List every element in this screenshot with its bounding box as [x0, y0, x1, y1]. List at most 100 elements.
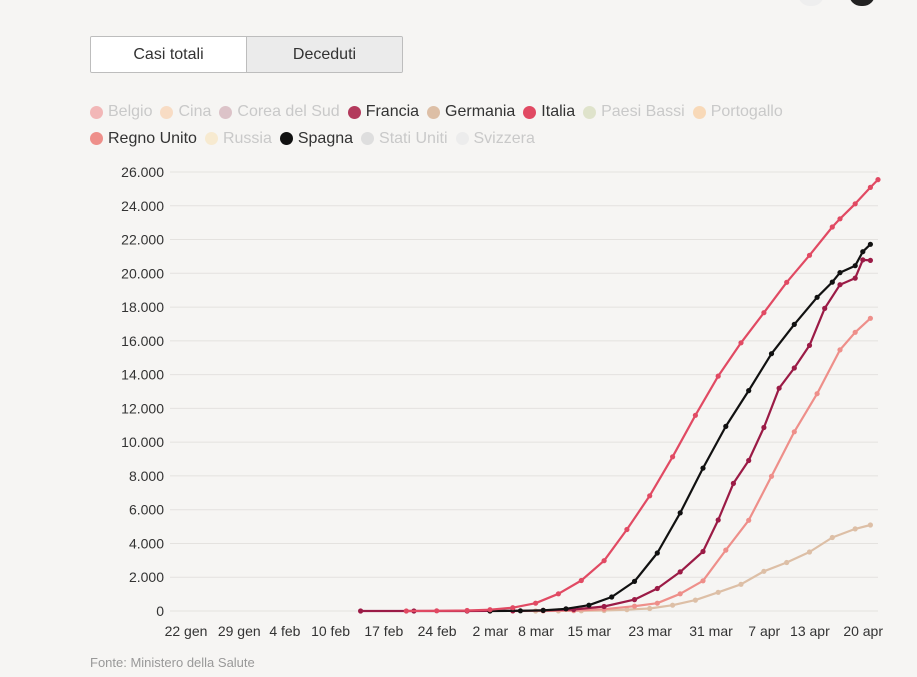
- data-point[interactable]: [829, 279, 835, 285]
- data-point[interactable]: [517, 608, 524, 614]
- data-point[interactable]: [852, 201, 858, 207]
- data-point[interactable]: [563, 606, 569, 612]
- data-point[interactable]: [647, 493, 653, 499]
- data-point[interactable]: [654, 550, 660, 556]
- data-point[interactable]: [403, 608, 409, 614]
- data-point[interactable]: [746, 457, 752, 464]
- legend-item-francia[interactable]: Francia: [347, 100, 419, 124]
- data-point[interactable]: [852, 263, 858, 269]
- tab-casi-totali[interactable]: Casi totali: [91, 37, 246, 72]
- data-point[interactable]: [791, 365, 797, 371]
- data-point[interactable]: [700, 578, 706, 584]
- legend-item-belgio[interactable]: Belgio: [90, 100, 152, 124]
- data-point[interactable]: [852, 329, 858, 335]
- data-point[interactable]: [791, 429, 797, 435]
- data-point[interactable]: [852, 526, 858, 532]
- data-point[interactable]: [654, 600, 660, 606]
- data-point[interactable]: [715, 373, 721, 379]
- data-point[interactable]: [829, 534, 835, 541]
- data-point[interactable]: [746, 517, 752, 523]
- data-point[interactable]: [761, 310, 767, 316]
- data-point[interactable]: [806, 252, 813, 258]
- data-point[interactable]: [867, 184, 874, 190]
- data-point[interactable]: [540, 607, 546, 614]
- data-point[interactable]: [715, 517, 721, 523]
- data-point[interactable]: [860, 257, 866, 263]
- data-point[interactable]: [768, 473, 775, 479]
- data-point[interactable]: [586, 602, 592, 608]
- data-point[interactable]: [692, 597, 699, 603]
- data-point[interactable]: [631, 603, 638, 609]
- data-point[interactable]: [647, 605, 653, 612]
- data-point[interactable]: [814, 294, 820, 300]
- data-point[interactable]: [867, 315, 874, 321]
- data-point[interactable]: [358, 608, 364, 614]
- data-point[interactable]: [768, 351, 775, 357]
- data-point[interactable]: [631, 597, 638, 603]
- data-point[interactable]: [670, 602, 676, 608]
- data-point[interactable]: [631, 578, 638, 585]
- data-point[interactable]: [715, 589, 721, 595]
- data-point[interactable]: [692, 412, 699, 418]
- data-point[interactable]: [464, 607, 470, 614]
- legend-item-spagna[interactable]: Spagna: [279, 127, 353, 151]
- data-point[interactable]: [806, 549, 813, 555]
- legend-item-svizzera[interactable]: Svizzera: [455, 127, 535, 151]
- data-point[interactable]: [784, 279, 790, 285]
- data-point[interactable]: [738, 581, 744, 587]
- legend-item-stati-uniti[interactable]: Stati Uniti: [361, 127, 448, 151]
- data-point[interactable]: [670, 454, 676, 460]
- data-point[interactable]: [624, 526, 630, 533]
- legend-item-germania[interactable]: Germania: [427, 100, 515, 124]
- data-point[interactable]: [837, 216, 843, 222]
- data-point[interactable]: [601, 558, 607, 564]
- data-point[interactable]: [837, 347, 843, 353]
- legend-item-portogallo[interactable]: Portogallo: [692, 100, 783, 124]
- data-point[interactable]: [837, 270, 843, 276]
- legend-item-paesi-bassi[interactable]: Paesi Bassi: [583, 100, 685, 124]
- data-point[interactable]: [784, 559, 790, 566]
- data-point[interactable]: [677, 510, 683, 516]
- data-point[interactable]: [555, 591, 562, 597]
- data-point[interactable]: [434, 608, 440, 614]
- data-point[interactable]: [746, 388, 752, 394]
- data-point[interactable]: [700, 548, 706, 555]
- series-italia: [403, 177, 881, 614]
- data-point[interactable]: [723, 547, 729, 553]
- legend-item-russia[interactable]: Russia: [204, 127, 272, 151]
- data-point[interactable]: [761, 568, 767, 574]
- data-point[interactable]: [814, 391, 820, 397]
- data-point[interactable]: [791, 321, 797, 327]
- data-point[interactable]: [730, 480, 737, 486]
- data-point[interactable]: [624, 607, 630, 613]
- data-point[interactable]: [829, 224, 835, 230]
- tab-deceduti[interactable]: Deceduti: [246, 37, 402, 72]
- data-point[interactable]: [776, 385, 782, 391]
- data-point[interactable]: [510, 605, 516, 611]
- data-point[interactable]: [867, 522, 874, 528]
- data-point[interactable]: [852, 275, 858, 281]
- data-point[interactable]: [867, 257, 874, 263]
- data-point[interactable]: [860, 249, 866, 255]
- data-point[interactable]: [677, 591, 683, 597]
- data-point[interactable]: [487, 607, 493, 613]
- data-point[interactable]: [700, 465, 706, 471]
- data-point[interactable]: [533, 600, 539, 606]
- data-point[interactable]: [837, 282, 843, 288]
- legend-item-corea-del-sud[interactable]: Corea del Sud: [219, 100, 340, 124]
- data-point[interactable]: [677, 569, 683, 575]
- data-point[interactable]: [654, 585, 660, 592]
- data-point[interactable]: [806, 342, 813, 348]
- legend-item-italia[interactable]: Italia: [523, 100, 575, 124]
- data-point[interactable]: [609, 594, 615, 600]
- data-point[interactable]: [601, 603, 607, 610]
- data-point[interactable]: [761, 424, 767, 431]
- data-point[interactable]: [822, 305, 828, 311]
- data-point[interactable]: [723, 423, 729, 429]
- data-point[interactable]: [875, 177, 881, 183]
- data-point[interactable]: [738, 340, 744, 346]
- legend-item-cina[interactable]: Cina: [160, 100, 211, 124]
- data-point[interactable]: [578, 577, 584, 584]
- data-point[interactable]: [867, 241, 874, 247]
- legend-item-regno-unito[interactable]: Regno Unito: [90, 127, 197, 151]
